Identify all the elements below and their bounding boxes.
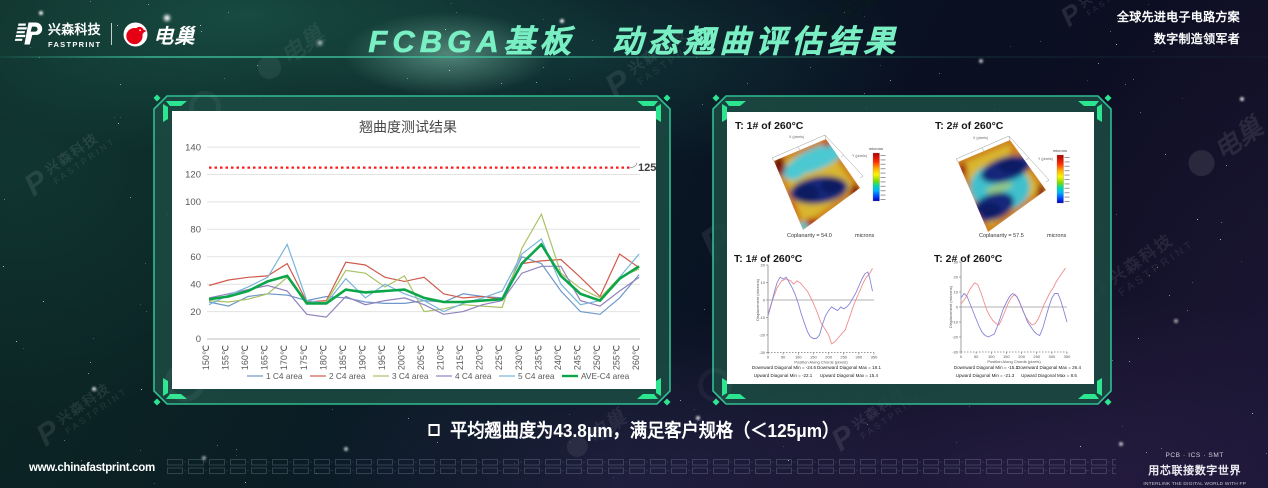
- svg-text:4 C4 area: 4 C4 area: [455, 371, 492, 381]
- svg-text:235℃: 235℃: [533, 345, 543, 370]
- svg-text:翘曲度测试结果: 翘曲度测试结果: [359, 119, 457, 135]
- svg-text:20: 20: [954, 275, 959, 280]
- svg-text:-10: -10: [759, 315, 766, 320]
- svg-text:350: 350: [871, 355, 878, 360]
- svg-text:T: 1# of 260°C: T: 1# of 260°C: [734, 253, 803, 265]
- svg-text:-20: -20: [759, 333, 766, 338]
- svg-text:T: 2# of 260°C: T: 2# of 260°C: [934, 253, 1003, 265]
- svg-text:175℃: 175℃: [299, 345, 309, 370]
- svg-text:0: 0: [956, 305, 959, 310]
- svg-text:100: 100: [185, 197, 201, 208]
- svg-text:100: 100: [795, 355, 802, 360]
- svg-text:microns: microns: [869, 146, 883, 151]
- svg-text:50: 50: [781, 355, 786, 360]
- svg-text:245℃: 245℃: [572, 345, 582, 370]
- svg-text:1 C4 area: 1 C4 area: [266, 371, 303, 381]
- svg-text:30: 30: [954, 260, 959, 265]
- svg-text:100: 100: [988, 354, 995, 359]
- svg-text:-30: -30: [759, 350, 766, 355]
- svg-text:microns: microns: [855, 233, 875, 239]
- svg-text:Downward Diagonal Max = 18.1: Downward Diagonal Max = 18.1: [817, 365, 881, 370]
- svg-text:Coplanarity = 54.0: Coplanarity = 54.0: [787, 233, 832, 239]
- svg-text:190℃: 190℃: [357, 345, 367, 370]
- svg-text:-30: -30: [952, 350, 959, 355]
- svg-text:300: 300: [856, 355, 863, 360]
- svg-text:Upward Diagonal Min = -21.3: Upward Diagonal Min = -21.3: [956, 373, 1015, 378]
- svg-text:3 C4 area: 3 C4 area: [392, 371, 429, 381]
- svg-text:240℃: 240℃: [553, 345, 563, 370]
- svg-text:10: 10: [954, 290, 959, 295]
- svg-text:215℃: 215℃: [455, 345, 465, 370]
- svg-text:300: 300: [1049, 354, 1056, 359]
- svg-text:0: 0: [763, 298, 766, 303]
- svg-text:200: 200: [1018, 354, 1025, 359]
- svg-text:T: 2# of 260°C: T: 2# of 260°C: [935, 120, 1004, 132]
- svg-text:0: 0: [196, 334, 201, 345]
- svg-text:AVE-C4 area: AVE-C4 area: [581, 371, 630, 381]
- svg-text:Downward Diagonal Min = -24.6: Downward Diagonal Min = -24.6: [752, 365, 817, 370]
- svg-text:Upward Diagonal Min = -22.1: Upward Diagonal Min = -22.1: [754, 373, 813, 378]
- svg-text:0: 0: [767, 355, 770, 360]
- svg-text:205℃: 205℃: [416, 345, 426, 370]
- svg-text:165℃: 165℃: [260, 345, 270, 370]
- svg-text:Coplanarity = 57.5: Coplanarity = 57.5: [979, 233, 1024, 239]
- svg-text:250: 250: [840, 355, 847, 360]
- svg-text:50: 50: [974, 354, 979, 359]
- svg-text:260℃: 260℃: [631, 345, 641, 370]
- svg-text:225℃: 225℃: [494, 345, 504, 370]
- svg-text:200℃: 200℃: [397, 345, 407, 370]
- svg-text:Y (pixels): Y (pixels): [852, 154, 867, 158]
- svg-text:170℃: 170℃: [279, 345, 289, 370]
- svg-text:80: 80: [190, 225, 201, 236]
- svg-text:125: 125: [638, 162, 656, 174]
- svg-text:155℃: 155℃: [221, 345, 231, 370]
- svg-text:40: 40: [190, 279, 201, 290]
- svg-text:250℃: 250℃: [592, 345, 602, 370]
- svg-text:60: 60: [190, 252, 201, 263]
- svg-text:20: 20: [761, 263, 766, 268]
- svg-text:microns: microns: [1053, 148, 1067, 153]
- svg-text:160℃: 160℃: [240, 345, 250, 370]
- svg-text:5 C4 area: 5 C4 area: [518, 371, 555, 381]
- svg-text:200: 200: [825, 355, 832, 360]
- svg-text:Y (pixels): Y (pixels): [1038, 157, 1053, 161]
- svg-text:10: 10: [761, 280, 766, 285]
- svg-text:-10: -10: [952, 320, 959, 325]
- svg-text:0: 0: [960, 354, 963, 359]
- svg-text:250: 250: [1033, 354, 1040, 359]
- svg-text:2 C4 area: 2 C4 area: [329, 371, 366, 381]
- svg-text:X (pixels): X (pixels): [973, 136, 988, 140]
- svg-text:150: 150: [1003, 354, 1010, 359]
- svg-text:20: 20: [190, 307, 201, 318]
- svg-text:150: 150: [810, 355, 817, 360]
- svg-text:210℃: 210℃: [436, 345, 446, 370]
- svg-text:Downward Diagonal Min = -15.1: Downward Diagonal Min = -15.1: [954, 365, 1019, 370]
- svg-text:185℃: 185℃: [338, 345, 348, 370]
- svg-text:Position Along Chords (pixels): Position Along Chords (pixels): [794, 360, 848, 365]
- svg-text:-20: -20: [952, 335, 959, 340]
- svg-text:180℃: 180℃: [318, 345, 328, 370]
- svg-text:Displacement (microns): Displacement (microns): [755, 278, 760, 321]
- svg-text:Displacement (microns): Displacement (microns): [948, 285, 953, 328]
- svg-text:195℃: 195℃: [377, 345, 387, 370]
- svg-text:150℃: 150℃: [201, 345, 211, 370]
- svg-text:Position Along Chords (pixels): Position Along Chords (pixels): [987, 359, 1041, 364]
- svg-text:microns: microns: [1047, 233, 1067, 239]
- svg-text:120: 120: [185, 170, 201, 181]
- svg-text:Upward Diagonal Max = 8.5: Upward Diagonal Max = 8.5: [1021, 373, 1077, 378]
- svg-text:Downward Diagonal Max = 26.4: Downward Diagonal Max = 26.4: [1017, 365, 1081, 370]
- svg-text:230℃: 230℃: [514, 345, 524, 370]
- svg-text:255℃: 255℃: [612, 345, 622, 370]
- svg-text:T: 1# of 260°C: T: 1# of 260°C: [735, 120, 804, 132]
- svg-text:140: 140: [185, 142, 201, 153]
- svg-text:220℃: 220℃: [475, 345, 485, 370]
- svg-text:X (pixels): X (pixels): [789, 135, 804, 139]
- svg-text:350: 350: [1064, 354, 1071, 359]
- svg-text:Upward Diagonal Max = 15.4: Upward Diagonal Max = 15.4: [820, 373, 879, 378]
